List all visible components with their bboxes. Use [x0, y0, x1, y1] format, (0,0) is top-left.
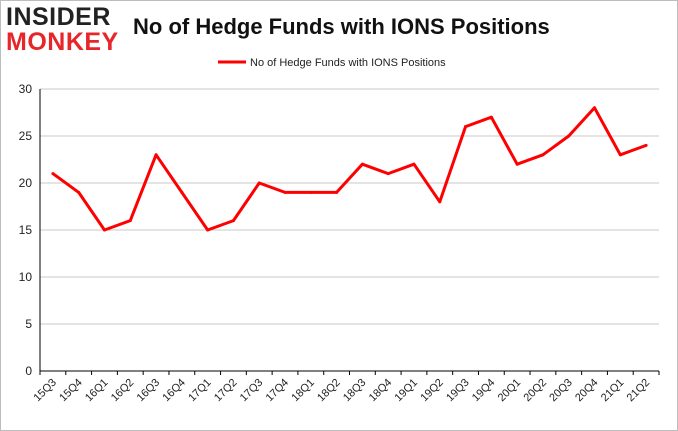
data-point	[644, 143, 648, 147]
x-tick-label: 17Q1	[186, 377, 214, 405]
data-point	[567, 134, 571, 138]
x-tick-label: 16Q2	[109, 377, 137, 405]
x-tick-label: 21Q2	[625, 377, 653, 405]
data-point	[489, 115, 493, 119]
y-tick-label: 20	[19, 176, 33, 190]
y-tick-label: 10	[19, 270, 33, 284]
data-point	[360, 162, 364, 166]
x-tick-label: 18Q3	[341, 377, 369, 405]
x-tick-label: 18Q2	[315, 377, 343, 405]
data-point	[309, 190, 313, 194]
data-point	[515, 162, 519, 166]
x-tick-label: 18Q4	[367, 377, 395, 405]
data-point	[335, 190, 339, 194]
y-tick-label: 15	[19, 223, 33, 237]
logo-line-1: INSIDER	[6, 3, 111, 31]
x-tick-label: 19Q3	[444, 377, 472, 405]
y-tick-label: 0	[25, 364, 32, 378]
x-tick-label: 16Q4	[160, 377, 188, 405]
data-point	[180, 190, 184, 194]
logo-line-2: MONKEY	[6, 28, 119, 56]
legend-label: No of Hedge Funds with IONS Positions	[250, 57, 446, 69]
data-point	[593, 106, 597, 110]
x-tick-label: 19Q1	[393, 377, 421, 405]
data-point	[102, 228, 106, 232]
data-point	[283, 190, 287, 194]
data-point	[618, 153, 622, 157]
x-tick-label: 19Q4	[470, 377, 498, 405]
data-point	[128, 219, 132, 223]
x-tick-label: 15Q3	[31, 377, 59, 405]
y-tick-label: 30	[19, 82, 33, 96]
x-tick-label: 17Q4	[264, 377, 292, 405]
data-point	[464, 125, 468, 129]
x-tick-label: 20Q2	[522, 377, 550, 405]
data-point	[541, 153, 545, 157]
data-point	[154, 153, 158, 157]
data-point	[412, 162, 416, 166]
x-tick-label: 19Q2	[418, 377, 446, 405]
x-tick-label: 16Q3	[135, 377, 163, 405]
data-point	[386, 172, 390, 176]
x-tick-label: 21Q1	[599, 377, 627, 405]
x-tick-label: 15Q4	[57, 377, 85, 405]
data-point	[51, 172, 55, 176]
data-point	[206, 228, 210, 232]
x-tick-label: 18Q1	[289, 377, 317, 405]
x-tick-label: 20Q4	[573, 377, 601, 405]
data-point	[438, 200, 442, 204]
series-line	[52, 106, 647, 232]
x-tick-label: 20Q1	[496, 377, 524, 405]
chart-title: No of Hedge Funds with IONS Positions	[133, 14, 550, 39]
y-tick-label: 5	[25, 317, 32, 331]
x-tick-label: 16Q1	[83, 377, 111, 405]
x-tick-label: 20Q3	[547, 377, 575, 405]
data-point	[77, 190, 81, 194]
data-point	[257, 181, 261, 185]
x-tick-label: 17Q2	[212, 377, 240, 405]
data-point	[231, 219, 235, 223]
y-tick-label: 25	[19, 129, 33, 143]
insider-monkey-logo: INSIDER MONKEY	[6, 4, 126, 56]
x-tick-label: 17Q3	[238, 377, 266, 405]
